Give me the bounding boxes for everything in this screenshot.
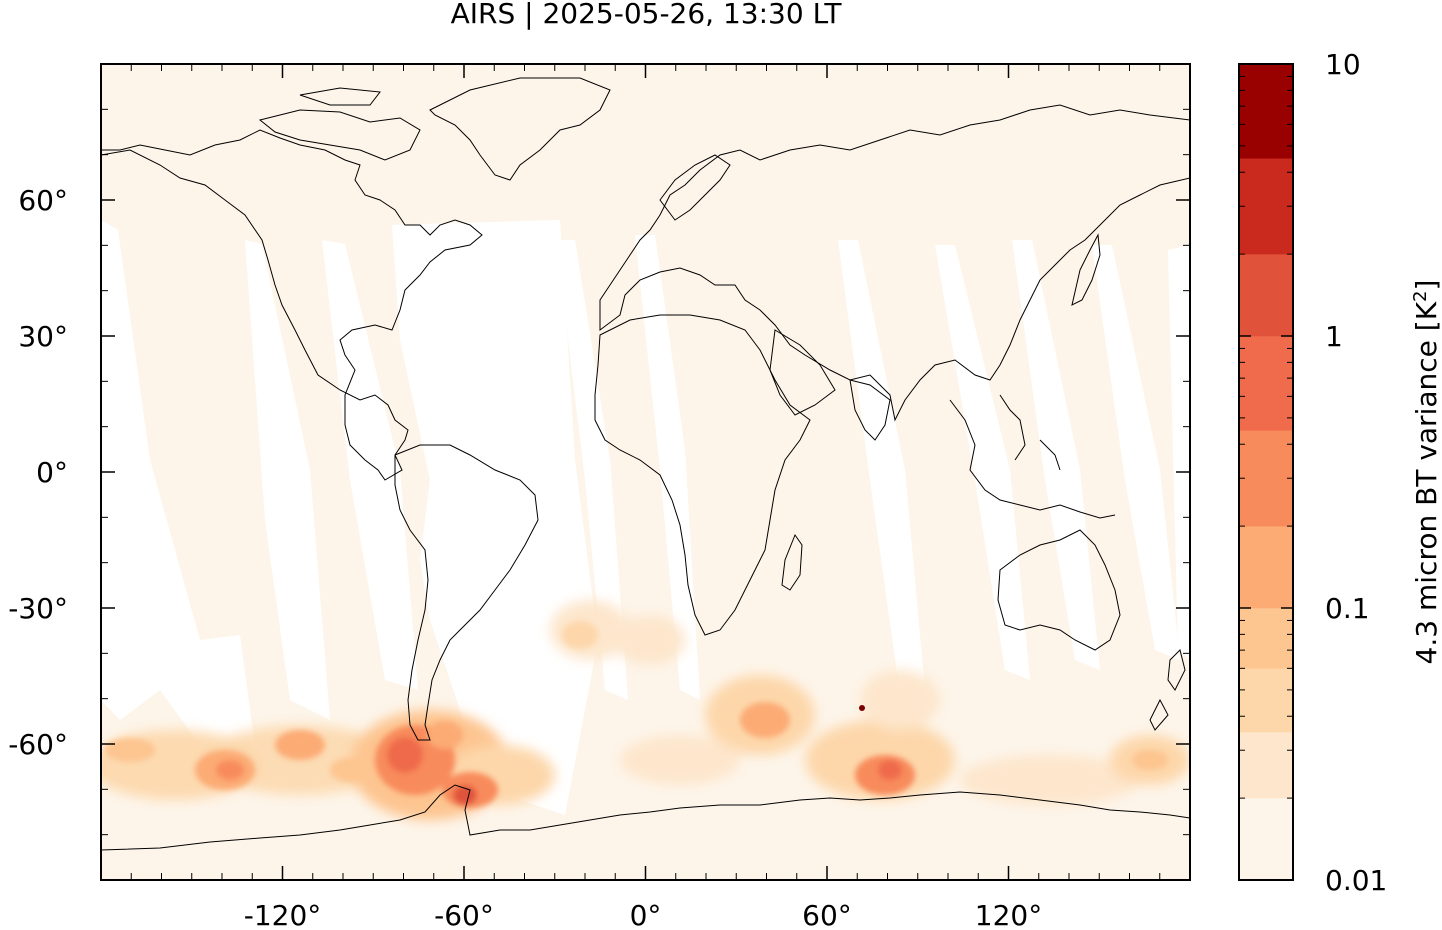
x-tick-label: 0°	[630, 899, 662, 930]
x-axis: -120° -60° 0° 60° 120°	[244, 64, 1042, 930]
coastline-madagascar	[781, 533, 803, 591]
y-tick-label: 30°	[18, 320, 68, 353]
coastlines	[101, 77, 1190, 851]
data-gap-swath	[322, 240, 418, 690]
data-gap-swath	[1012, 240, 1100, 670]
coastline-australia	[997, 529, 1121, 651]
data-gap-swath	[838, 240, 925, 690]
colorbar-level	[1238, 731, 1294, 799]
data-gap-swath	[392, 220, 598, 815]
data-gap-swath	[935, 245, 1030, 680]
coastline-north-america	[101, 129, 483, 481]
colorbar-ticks: 10 1 0.1 0.01	[1239, 48, 1387, 897]
x-tick-label: -120°	[244, 899, 322, 930]
colorbar-level	[1238, 607, 1294, 669]
colorbar-level	[1238, 158, 1294, 255]
x-tick-label: -60°	[434, 899, 494, 930]
colorbar-tick-label: 1	[1325, 320, 1343, 353]
colorbar-title-main: 4.3 micron BT variance [K	[1410, 301, 1442, 664]
colorbar-level	[1238, 63, 1294, 159]
data-gap-swath	[1168, 245, 1190, 660]
data-gap-swath	[556, 240, 628, 700]
colorbar-tick-label: 0.1	[1325, 592, 1370, 625]
colorbar	[1238, 63, 1294, 881]
y-axis: 60° 30° 0° -30° -60°	[8, 184, 1190, 761]
colorbar-level	[1238, 525, 1294, 609]
y-tick-label: -60°	[8, 728, 68, 761]
y-tick-label: 60°	[18, 184, 68, 217]
colorbar-title-end: ]	[1410, 280, 1442, 291]
colorbar-tick-label: 0.01	[1325, 864, 1387, 897]
map-plot-area	[101, 64, 1190, 880]
x-tick-label: 60°	[802, 899, 852, 930]
colorbar-title: 4.3 micron BT variance [K2]	[1410, 280, 1442, 665]
coastline-arabia-india	[769, 329, 891, 441]
colorbar-tick-label: 10	[1325, 48, 1361, 81]
colorbar-level	[1238, 335, 1294, 431]
colorbar-level	[1238, 668, 1294, 733]
y-tick-label: 0°	[36, 456, 68, 489]
coastline-africa	[594, 314, 811, 636]
minor-ticks	[101, 64, 1190, 880]
data-gap-swath	[635, 235, 700, 700]
data-gap-swath	[101, 220, 258, 770]
colorbar-level	[1238, 430, 1294, 527]
coastline-new-zealand	[1149, 649, 1186, 731]
coastline-southeast-asia	[949, 394, 1116, 519]
map-title: AIRS | 2025-05-26, 13:30 LT	[450, 0, 842, 30]
coastline-greenland	[429, 77, 611, 181]
data-gap-swaths	[101, 220, 1190, 815]
y-tick-label: -30°	[8, 592, 68, 625]
coastline-scandinavia	[659, 154, 731, 221]
x-tick-label: 120°	[975, 899, 1042, 930]
colorbar-frame	[1238, 63, 1294, 881]
data-gap-swath	[245, 240, 330, 720]
coastline-arctic-islands	[258, 87, 421, 161]
colorbar-level	[1238, 797, 1294, 881]
coastline-japan	[1071, 233, 1101, 306]
coastline-antarctica	[101, 784, 1190, 851]
colorbar-level	[1238, 253, 1294, 337]
coastline-eurasia	[599, 104, 1190, 422]
data-gap-swath	[1092, 245, 1180, 660]
colorbar-title-sup: 2	[1410, 290, 1431, 301]
variance-field	[101, 600, 1190, 820]
coastline-south-america	[394, 444, 539, 741]
